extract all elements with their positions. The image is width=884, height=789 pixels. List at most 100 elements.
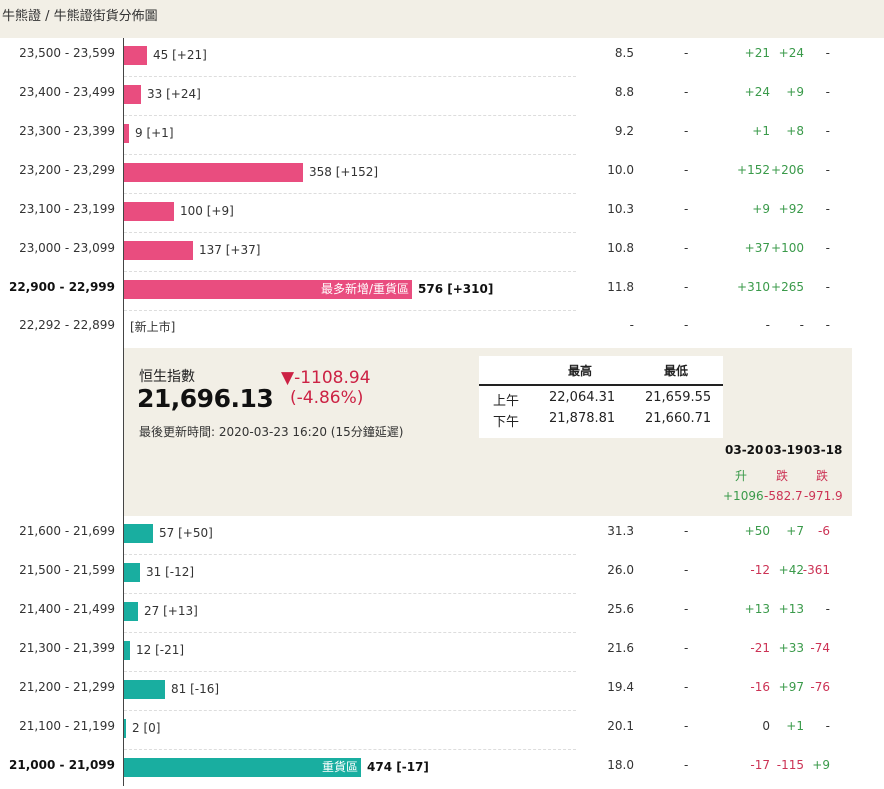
outstanding-count: 137 [+37] (199, 243, 261, 257)
header-divider (479, 384, 723, 386)
move-label: 升 (735, 469, 748, 483)
outstanding-count: 576 [+310] (418, 282, 494, 296)
row-divider (124, 710, 576, 711)
row-divider (124, 310, 576, 311)
outstanding-count: 9 [+1] (135, 126, 174, 140)
range-label: 23,200 - 23,299 (19, 163, 115, 177)
move-value: -971.9 (804, 489, 843, 503)
outstanding-count: 57 [+50] (159, 526, 213, 540)
table-row: 21,400 - 21,499 27 [+13] 25.6 - +13 +13 - (0, 594, 884, 633)
change-cell-1: -17 (750, 758, 770, 772)
dash-cell: - (684, 524, 689, 538)
row-divider (124, 76, 576, 77)
table-row: 23,000 - 23,099 137 [+37] 10.8 - +37 +100 - (0, 233, 884, 272)
date-label: 03-19 (765, 443, 804, 457)
bull-bar: 最多新增/重貨區 (124, 280, 412, 299)
change-cell-3: +9 (812, 758, 830, 772)
table-row: 23,200 - 23,299 358 [+152] 10.0 - +152 +206 - (0, 155, 884, 194)
change-cell-2: -115 (776, 758, 804, 772)
index-name: 恒生指數 (139, 369, 195, 385)
change-cell-1: +13 (744, 602, 770, 616)
dash-cell: - (684, 758, 689, 772)
change-cell-1: +152 (737, 163, 770, 177)
row-divider (124, 154, 576, 155)
bull-bar (124, 85, 141, 104)
move-value: +1096 (723, 489, 764, 503)
change-cell-3: - (825, 719, 830, 733)
dash-cell: - (684, 641, 689, 655)
change-cell-2: - (799, 318, 804, 332)
change-cell-3: -6 (818, 524, 830, 538)
change-cell-1: +1 (752, 124, 770, 138)
change-cell-3: - (825, 318, 830, 332)
table-row: 23,100 - 23,199 100 [+9] 10.3 - +9 +92 - (0, 194, 884, 233)
index-value: 21,696.13 (137, 384, 274, 413)
last-updated-time: 最後更新時間: 2020-03-23 16:20 (15分鐘延遲) (139, 425, 404, 439)
range-label: 21,100 - 21,199 (19, 719, 115, 733)
range-label: 21,200 - 21,299 (19, 680, 115, 694)
change-cell-2: +9 (786, 85, 804, 99)
session-label: 上午 (493, 394, 520, 409)
low-header: 最低 (664, 364, 689, 378)
range-label: 21,300 - 21,399 (19, 641, 115, 655)
change-cell-1: +37 (744, 241, 770, 255)
change-cell-3: -361 (802, 563, 830, 577)
table-row: 21,300 - 21,399 12 [-21] 21.6 - -21 +33 -74 (0, 633, 884, 672)
dash-cell: - (684, 719, 689, 733)
ratio-cell: 26.0 (607, 563, 634, 577)
outstanding-count: 358 [+152] (309, 165, 379, 179)
change-cell-3: -76 (810, 680, 830, 694)
row-divider (124, 232, 576, 233)
row-divider (124, 632, 576, 633)
change-cell-2: +13 (778, 602, 804, 616)
bull-bar (124, 163, 303, 182)
dash-cell: - (684, 318, 689, 332)
bull-bar (124, 124, 129, 143)
bear-bar (124, 719, 126, 738)
change-cell-2: +92 (778, 202, 804, 216)
range-label: 23,500 - 23,599 (19, 46, 115, 60)
range-label: 21,600 - 21,699 (19, 524, 115, 538)
change-cell-2: +8 (786, 124, 804, 138)
bull-bar (124, 202, 174, 221)
table-row: 23,500 - 23,599 45 [+21] 8.5 - +21 +24 - (0, 38, 884, 77)
change-cell-3: - (825, 602, 830, 616)
range-label: 22,292 - 22,899 (19, 318, 115, 332)
outstanding-count: 12 [-21] (136, 643, 185, 657)
date-label: 03-20 (725, 443, 764, 457)
change-cell-3: - (825, 85, 830, 99)
ratio-cell: 11.8 (607, 280, 634, 294)
ratio-cell: 8.5 (614, 46, 634, 60)
high-header: 最高 (568, 364, 593, 378)
ratio-cell: 8.8 (614, 85, 634, 99)
change-cell-3: -74 (810, 641, 830, 655)
bar-inline-label: 重貨區 (321, 760, 358, 774)
row-divider (124, 671, 576, 672)
move-label: 跌 (816, 469, 829, 483)
table-row: 23,300 - 23,399 9 [+1] 9.2 - +1 +8 - (0, 116, 884, 155)
change-cell-2: +206 (771, 163, 804, 177)
ratio-cell: 31.3 (607, 524, 634, 538)
ratio-cell: 25.6 (607, 602, 634, 616)
row-divider (124, 749, 576, 750)
outstanding-count: 45 [+21] (153, 48, 207, 62)
row-divider (124, 593, 576, 594)
dash-cell: - (684, 202, 689, 216)
range-label: 21,500 - 21,599 (19, 563, 115, 577)
high-low-table: 最高 最低 上午 22,064.31 21,659.55 下午 21,878.8… (479, 356, 723, 438)
change-cell-2: +33 (778, 641, 804, 655)
table-row: 21,000 - 21,099 重貨區 474 [-17] 18.0 - -17 -115 +… (0, 750, 884, 789)
range-label: 23,000 - 23,099 (19, 241, 115, 255)
bear-bar: 重貨區 (124, 758, 361, 777)
outstanding-count: 100 [+9] (180, 204, 234, 218)
ratio-cell: 9.2 (614, 124, 634, 138)
table-row-new-listing: 22,292 - 22,899 [新上市] - - - - - (0, 310, 884, 349)
index-panel: 恒生指數 21,696.13 ▼-1108.94 (-4.86%) 最後更新時間… (124, 348, 852, 516)
outstanding-count: 33 [+24] (147, 87, 201, 101)
range-label: 21,000 - 21,099 (9, 758, 115, 772)
change-cell-1: -12 (750, 563, 770, 577)
range-label: 23,300 - 23,399 (19, 124, 115, 138)
row-divider (124, 271, 576, 272)
bar-inline-label: 最多新增/重貨區 (320, 282, 409, 296)
index-change-percent: (-4.86%) (290, 388, 364, 408)
